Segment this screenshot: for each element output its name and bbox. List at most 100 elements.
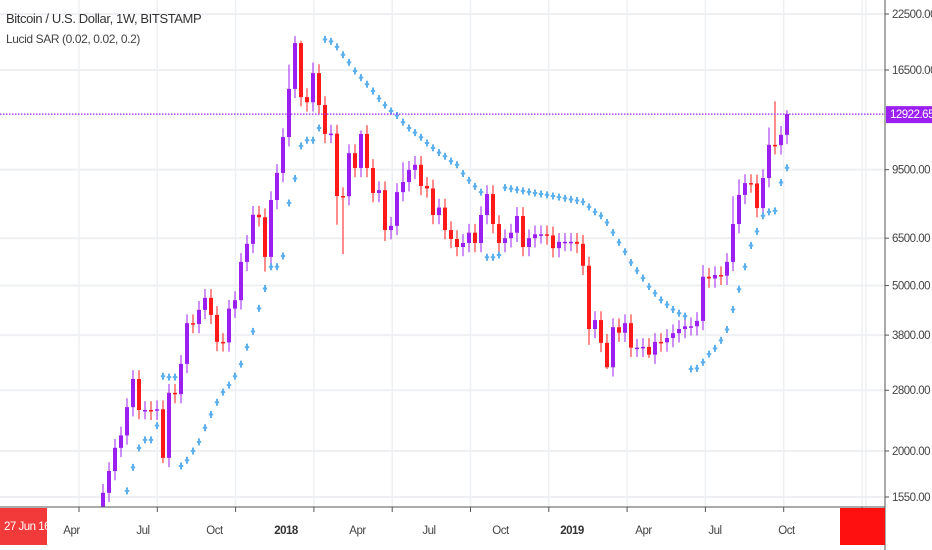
time-tick-label: Jul bbox=[136, 525, 149, 537]
candle-body bbox=[407, 169, 411, 183]
candle bbox=[587, 256, 591, 345]
candle-body bbox=[245, 243, 249, 262]
sar-dot bbox=[208, 410, 214, 418]
candle bbox=[287, 64, 291, 147]
sar-dot bbox=[718, 336, 724, 344]
sar-dot bbox=[472, 182, 478, 190]
candle bbox=[719, 266, 723, 285]
candle-body bbox=[323, 105, 327, 134]
candle bbox=[383, 181, 387, 241]
candle-body bbox=[479, 215, 483, 243]
sar-dot bbox=[664, 301, 670, 309]
range-end-marker bbox=[840, 508, 885, 545]
sar-dot bbox=[448, 157, 454, 165]
price-axis[interactable]: 22500.00 16500.00 9500.00 6500.00 5000.00 380… bbox=[885, 9, 932, 504]
candle bbox=[293, 36, 297, 99]
sar-dot bbox=[412, 129, 418, 137]
candle-body bbox=[179, 363, 183, 395]
candle-body bbox=[377, 190, 381, 193]
sar-dot bbox=[700, 358, 706, 366]
indicator-title[interactable]: Lucid SAR (0.02, 0.02, 0.2) bbox=[6, 32, 140, 46]
sar-dot bbox=[586, 203, 592, 211]
candle-body bbox=[413, 164, 417, 170]
sar-dot bbox=[178, 462, 184, 470]
candle bbox=[521, 207, 525, 257]
candle bbox=[197, 301, 201, 334]
candle bbox=[245, 235, 249, 272]
candle-body bbox=[665, 337, 669, 343]
candle-body bbox=[755, 183, 759, 209]
sar-dot bbox=[160, 372, 166, 380]
sar-dot bbox=[730, 305, 736, 313]
sar-dot bbox=[310, 136, 316, 144]
sar-dot bbox=[682, 312, 688, 320]
cursor-date-badge: 27 Jun 16 bbox=[0, 508, 51, 545]
candle bbox=[155, 400, 159, 420]
candle bbox=[713, 266, 717, 288]
candle bbox=[467, 223, 471, 253]
sar-dot bbox=[658, 296, 664, 304]
time-tick-label: Apr bbox=[635, 525, 652, 537]
candle-body bbox=[761, 178, 765, 209]
sar-dot bbox=[754, 227, 760, 235]
candle-body bbox=[767, 144, 771, 179]
candle-body bbox=[209, 297, 213, 315]
sar-dot bbox=[676, 309, 682, 317]
candle bbox=[431, 179, 435, 225]
sar-dot bbox=[460, 170, 466, 178]
candle bbox=[509, 223, 513, 248]
candle bbox=[659, 333, 663, 352]
time-tick-label: 2018 bbox=[274, 525, 299, 537]
candle-body bbox=[137, 378, 141, 410]
plot-area[interactable] bbox=[0, 35, 885, 518]
candle-body bbox=[713, 275, 717, 279]
candle bbox=[371, 159, 375, 203]
candle-body bbox=[545, 234, 549, 236]
candle bbox=[473, 223, 477, 253]
candle bbox=[695, 312, 699, 336]
candle-body bbox=[389, 225, 393, 231]
sar-dot bbox=[400, 118, 406, 126]
candles bbox=[101, 36, 789, 507]
time-axis[interactable]: Apr Jul Oct 2018 Apr Jul Oct 2019 Apr Jul Oct bbox=[63, 507, 863, 537]
sar-dot bbox=[466, 176, 472, 184]
candle-body bbox=[737, 194, 741, 225]
candle-body bbox=[653, 341, 657, 355]
sar-dot bbox=[748, 242, 754, 250]
sar-dot bbox=[484, 253, 490, 261]
candle bbox=[605, 334, 609, 369]
sar-dot bbox=[778, 178, 784, 186]
symbol-title[interactable]: Bitcoin / U.S. Dollar, 1W, BITSTAMP bbox=[6, 11, 202, 26]
sar-dot bbox=[154, 422, 160, 430]
time-tick-label: Oct bbox=[492, 525, 510, 537]
candle-body bbox=[521, 215, 525, 248]
candle bbox=[323, 96, 327, 144]
candle bbox=[335, 124, 339, 225]
candle bbox=[737, 179, 741, 234]
price-tick-label: 2800.00 bbox=[892, 385, 930, 397]
candle-body bbox=[539, 234, 543, 236]
sar-dot bbox=[124, 487, 130, 495]
sar-dot bbox=[628, 259, 634, 267]
candle bbox=[617, 318, 621, 342]
candle bbox=[701, 265, 705, 331]
candle bbox=[707, 267, 711, 288]
candle bbox=[539, 225, 543, 244]
candle-body bbox=[149, 409, 153, 412]
candle bbox=[419, 155, 423, 196]
candle-body bbox=[101, 492, 105, 507]
sar-dot bbox=[316, 124, 322, 132]
sar-dot bbox=[580, 198, 586, 206]
candle bbox=[209, 289, 213, 325]
candle-body bbox=[119, 435, 123, 448]
candle bbox=[305, 88, 309, 112]
candle bbox=[299, 40, 303, 107]
sar-dot bbox=[382, 101, 388, 109]
sar-dot bbox=[508, 185, 514, 193]
candle-body bbox=[161, 409, 165, 458]
candle bbox=[215, 306, 219, 352]
candle bbox=[635, 338, 639, 357]
candle bbox=[167, 384, 171, 468]
